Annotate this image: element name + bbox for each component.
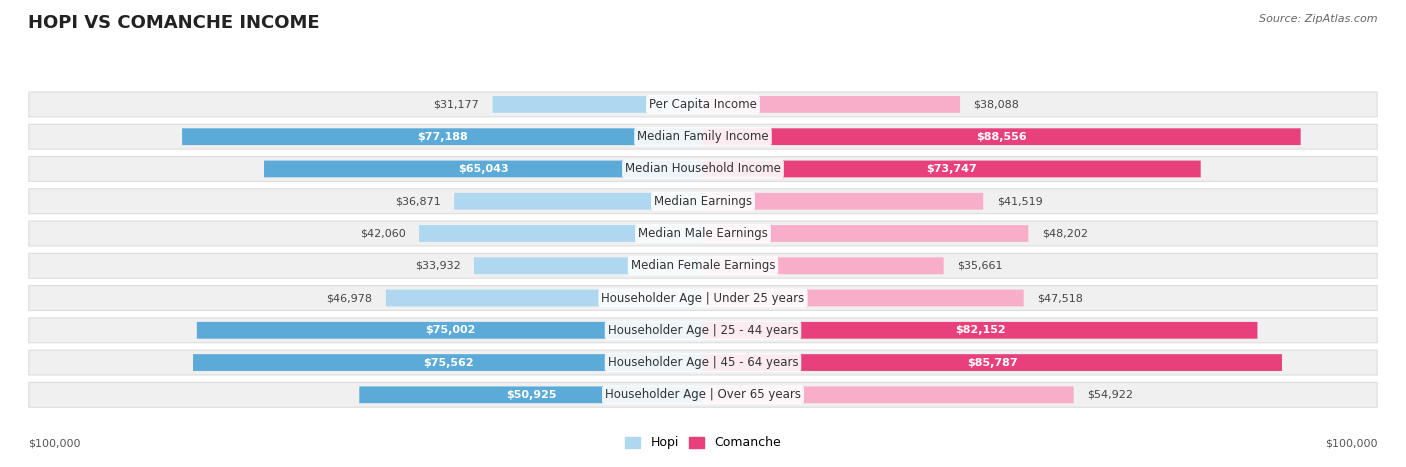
FancyBboxPatch shape xyxy=(703,257,943,274)
Text: $50,925: $50,925 xyxy=(506,390,557,400)
Text: $100,000: $100,000 xyxy=(1326,439,1378,449)
FancyBboxPatch shape xyxy=(703,386,1074,403)
Text: $42,060: $42,060 xyxy=(360,228,406,239)
Text: $85,787: $85,787 xyxy=(967,358,1018,368)
Text: Householder Age | 45 - 64 years: Householder Age | 45 - 64 years xyxy=(607,356,799,369)
Text: Median Household Income: Median Household Income xyxy=(626,163,780,176)
FancyBboxPatch shape xyxy=(28,382,1378,407)
Text: Median Female Earnings: Median Female Earnings xyxy=(631,259,775,272)
Text: Median Male Earnings: Median Male Earnings xyxy=(638,227,768,240)
Text: Source: ZipAtlas.com: Source: ZipAtlas.com xyxy=(1260,14,1378,24)
FancyBboxPatch shape xyxy=(28,221,1378,246)
FancyBboxPatch shape xyxy=(703,128,1301,145)
FancyBboxPatch shape xyxy=(703,354,1282,371)
FancyBboxPatch shape xyxy=(28,189,1378,214)
FancyBboxPatch shape xyxy=(28,253,1378,278)
Text: $33,932: $33,932 xyxy=(415,261,461,271)
Text: $88,556: $88,556 xyxy=(977,132,1028,142)
Legend: Hopi, Comanche: Hopi, Comanche xyxy=(620,432,786,454)
FancyBboxPatch shape xyxy=(181,128,703,145)
Text: $31,177: $31,177 xyxy=(433,99,479,109)
FancyBboxPatch shape xyxy=(703,322,1257,339)
Text: $47,518: $47,518 xyxy=(1038,293,1083,303)
Text: $46,978: $46,978 xyxy=(326,293,373,303)
Text: Per Capita Income: Per Capita Income xyxy=(650,98,756,111)
FancyBboxPatch shape xyxy=(193,354,703,371)
Text: Median Family Income: Median Family Income xyxy=(637,130,769,143)
Text: $73,747: $73,747 xyxy=(927,164,977,174)
Text: $35,661: $35,661 xyxy=(957,261,1002,271)
FancyBboxPatch shape xyxy=(703,193,983,210)
FancyBboxPatch shape xyxy=(419,225,703,242)
Text: HOPI VS COMANCHE INCOME: HOPI VS COMANCHE INCOME xyxy=(28,14,319,32)
Text: $38,088: $38,088 xyxy=(973,99,1019,109)
Text: Householder Age | 25 - 44 years: Householder Age | 25 - 44 years xyxy=(607,324,799,337)
Text: $75,002: $75,002 xyxy=(425,325,475,335)
FancyBboxPatch shape xyxy=(28,318,1378,343)
FancyBboxPatch shape xyxy=(703,96,960,113)
Text: $100,000: $100,000 xyxy=(28,439,80,449)
Text: Householder Age | Over 65 years: Householder Age | Over 65 years xyxy=(605,389,801,401)
Text: $82,152: $82,152 xyxy=(955,325,1005,335)
FancyBboxPatch shape xyxy=(28,156,1378,181)
FancyBboxPatch shape xyxy=(28,286,1378,311)
Text: $48,202: $48,202 xyxy=(1042,228,1088,239)
FancyBboxPatch shape xyxy=(703,225,1028,242)
FancyBboxPatch shape xyxy=(387,290,703,306)
Text: Median Earnings: Median Earnings xyxy=(654,195,752,208)
FancyBboxPatch shape xyxy=(28,350,1378,375)
Text: $65,043: $65,043 xyxy=(458,164,509,174)
Text: $41,519: $41,519 xyxy=(997,196,1042,206)
FancyBboxPatch shape xyxy=(703,161,1201,177)
FancyBboxPatch shape xyxy=(492,96,703,113)
FancyBboxPatch shape xyxy=(474,257,703,274)
FancyBboxPatch shape xyxy=(264,161,703,177)
FancyBboxPatch shape xyxy=(360,386,703,403)
FancyBboxPatch shape xyxy=(703,290,1024,306)
Text: $54,922: $54,922 xyxy=(1087,390,1133,400)
Text: Householder Age | Under 25 years: Householder Age | Under 25 years xyxy=(602,291,804,304)
Text: $36,871: $36,871 xyxy=(395,196,440,206)
FancyBboxPatch shape xyxy=(197,322,703,339)
FancyBboxPatch shape xyxy=(28,124,1378,149)
FancyBboxPatch shape xyxy=(454,193,703,210)
Text: $77,188: $77,188 xyxy=(418,132,468,142)
FancyBboxPatch shape xyxy=(28,92,1378,117)
Text: $75,562: $75,562 xyxy=(423,358,474,368)
